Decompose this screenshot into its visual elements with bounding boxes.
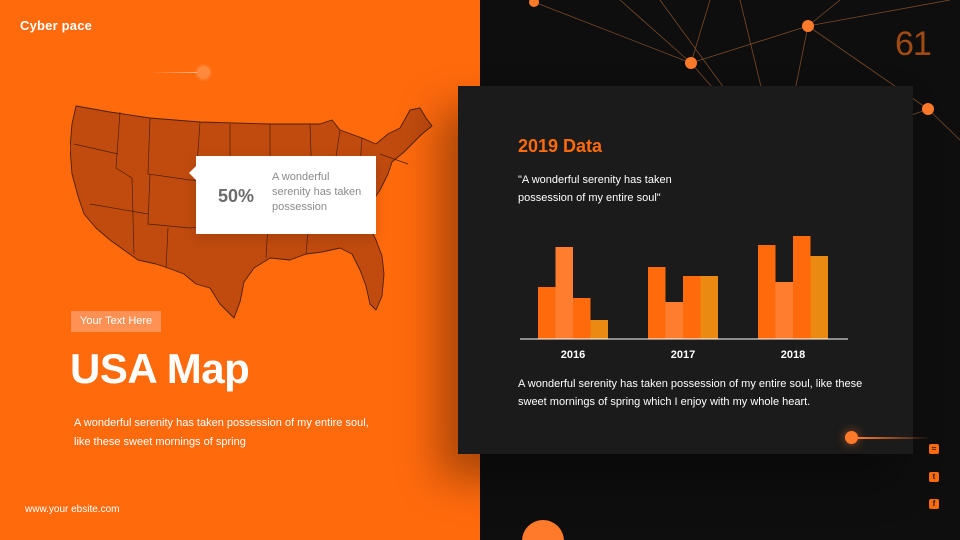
left-description: A wonderful serenity has taken possessio… bbox=[74, 417, 369, 448]
callout-text: A wonderful serenity has taken possessio… bbox=[272, 171, 362, 213]
slider-dot[interactable] bbox=[845, 431, 858, 444]
data-card: 2019 Data "A wonderful serenity has take… bbox=[458, 86, 913, 454]
stat-callout: 50% A wonderful serenity has taken posse… bbox=[189, 156, 376, 234]
bar-2016-2 bbox=[555, 247, 573, 339]
bar-2016-4 bbox=[590, 320, 608, 339]
x-tick-label: 2016 bbox=[561, 349, 585, 361]
rss-icon[interactable]: ≈ bbox=[929, 444, 939, 454]
card-description: A wonderful serenity has taken possessio… bbox=[518, 378, 863, 408]
decorative-line bbox=[150, 72, 202, 73]
bar-2017-4 bbox=[700, 276, 718, 339]
bar-2018-2 bbox=[775, 282, 793, 339]
bar-2017-3 bbox=[683, 276, 701, 339]
decorative-dot bbox=[197, 66, 210, 79]
bar-chart: 2016 2017 2018 bbox=[520, 236, 848, 361]
bar-2018-1 bbox=[758, 245, 776, 339]
slider-line bbox=[858, 437, 930, 439]
bar-2016-3 bbox=[573, 298, 591, 339]
bar-2016-1 bbox=[538, 287, 556, 339]
page-number: 61 bbox=[895, 25, 932, 63]
text-tag: Your Text Here bbox=[71, 311, 162, 332]
bar-2018-3 bbox=[793, 236, 811, 339]
decorative-circle bbox=[522, 520, 564, 540]
website-url[interactable]: www.your ebsite.com bbox=[25, 504, 120, 515]
bar-2017-1 bbox=[648, 267, 666, 339]
card-quote: "A wonderful serenity has taken possessi… bbox=[518, 174, 672, 204]
brand-logo-text: Cyber pace bbox=[20, 18, 93, 33]
callout-percent: 50% bbox=[218, 186, 255, 206]
card-title: 2019 Data bbox=[518, 136, 603, 156]
bar-2017-2 bbox=[665, 302, 683, 339]
x-tick-label: 2017 bbox=[671, 349, 695, 361]
bar-2018-4 bbox=[810, 256, 828, 339]
twitter-icon[interactable]: t bbox=[929, 472, 939, 482]
x-tick-label: 2018 bbox=[781, 349, 805, 361]
facebook-icon[interactable]: f bbox=[929, 499, 939, 509]
page-title: USA Map bbox=[70, 345, 250, 392]
